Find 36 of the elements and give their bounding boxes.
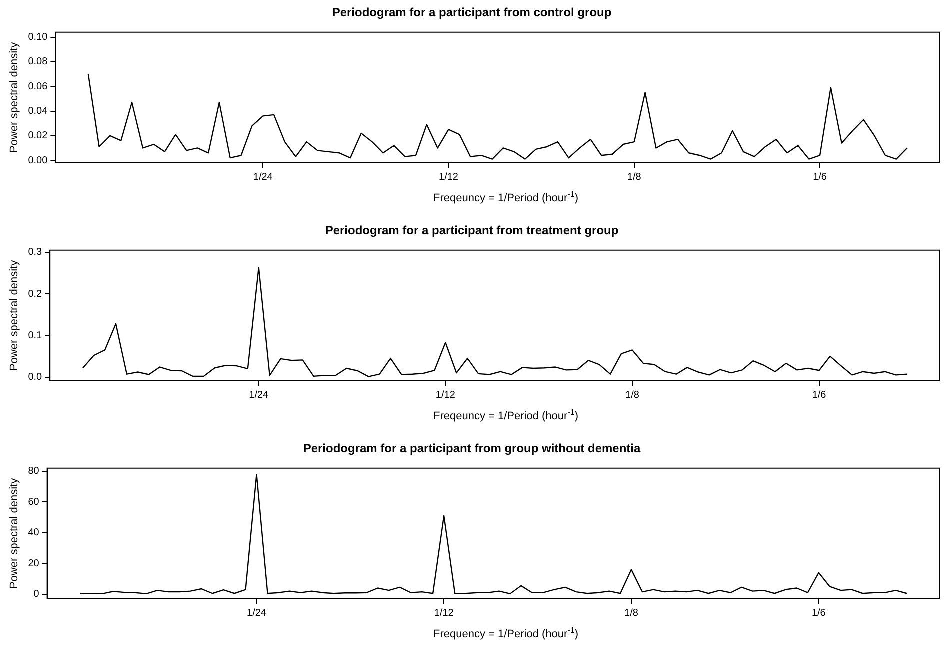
x-tick-label: 1/12	[434, 608, 454, 619]
y-tick-label: 0.06	[28, 81, 48, 92]
x-axis-title: Freqeuncy = 1/Period (hour$^{-1}$)	[432, 408, 580, 423]
x-tick-label: 1/12	[436, 390, 456, 401]
y-tick-label: 0.2	[28, 288, 43, 300]
y-tick-label: 0	[34, 589, 40, 600]
x-axis-title: Frequency = 1/Period (hour$^{-1}$)	[432, 626, 580, 641]
y-axis-title: Power spectral density	[8, 42, 21, 154]
y-tick-label: 0.00	[28, 155, 48, 166]
y-tick-label: 0.0	[28, 372, 43, 384]
y-tick-label: 0.04	[28, 106, 48, 118]
y-axis-title: Power spectral density	[8, 478, 21, 590]
y-tick-label: 0.3	[28, 247, 43, 258]
y-tick-label: 0.02	[28, 130, 48, 142]
y-tick-label: 40	[28, 528, 40, 539]
x-axis-title: Freqeuncy = 1/Period (hour$^{-1}$)	[432, 190, 580, 205]
y-axis-title: Power spectral density	[8, 260, 21, 372]
x-tick-label: 1/6	[813, 172, 828, 183]
chart-title: Periodogram for a participant from group without dementia	[303, 442, 641, 456]
x-tick-label: 1/24	[253, 172, 274, 183]
x-tick-label: 1/6	[812, 608, 826, 619]
x-tick-label: 1/12	[439, 172, 459, 183]
y-tick-label: 80	[28, 466, 40, 478]
y-tick-label: 0.08	[28, 56, 48, 68]
x-tick-label: 1/24	[249, 390, 270, 401]
x-tick-label: 1/8	[624, 608, 639, 619]
y-tick-label: 60	[28, 496, 40, 508]
y-tick-label: 0.10	[28, 32, 48, 44]
x-tick-label: 1/6	[812, 390, 827, 401]
chart-title: Periodogram for a participant from treatment group	[325, 224, 619, 238]
x-tick-label: 1/24	[247, 608, 267, 619]
y-tick-label: 0.1	[28, 330, 43, 342]
y-tick-label: 20	[28, 558, 40, 570]
x-tick-label: 1/8	[627, 172, 642, 183]
chart-title: Periodogram for a participant from control group	[332, 6, 612, 20]
x-tick-label: 1/8	[626, 390, 640, 401]
